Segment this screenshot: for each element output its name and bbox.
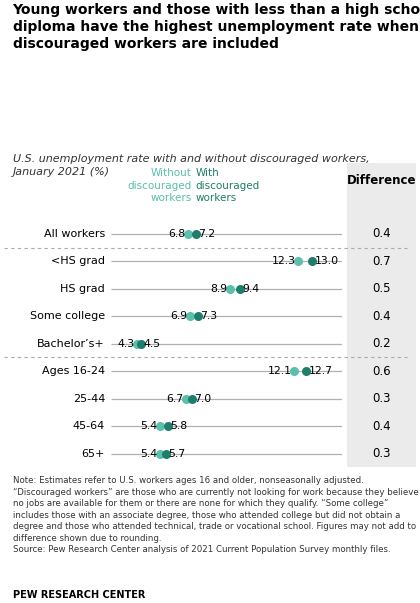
- Text: 5.4: 5.4: [140, 421, 157, 431]
- Text: PEW RESEARCH CENTER: PEW RESEARCH CENTER: [13, 590, 145, 600]
- Text: 12.1: 12.1: [268, 366, 291, 376]
- Text: 45-64: 45-64: [73, 421, 105, 431]
- Text: 4.5: 4.5: [144, 339, 161, 349]
- Text: Difference: Difference: [346, 174, 416, 188]
- Text: 25-44: 25-44: [73, 394, 105, 403]
- Text: U.S. unemployment rate with and without discouraged workers,
January 2021 (%): U.S. unemployment rate with and without …: [13, 154, 369, 177]
- Text: 0.5: 0.5: [372, 282, 391, 295]
- Text: 7.0: 7.0: [194, 394, 211, 403]
- Text: 9.4: 9.4: [242, 284, 260, 294]
- Text: 13.0: 13.0: [315, 256, 339, 267]
- Text: 0.3: 0.3: [372, 392, 391, 405]
- Text: 6.8: 6.8: [168, 229, 185, 239]
- Text: All workers: All workers: [44, 229, 105, 239]
- Text: 0.4: 0.4: [372, 310, 391, 323]
- Text: Without
discouraged
workers: Without discouraged workers: [127, 168, 192, 203]
- Text: Bachelor’s+: Bachelor’s+: [37, 339, 105, 349]
- Text: 5.4: 5.4: [140, 449, 157, 459]
- Text: 0.2: 0.2: [372, 337, 391, 350]
- Text: 7.2: 7.2: [198, 229, 215, 239]
- Text: 0.4: 0.4: [372, 420, 391, 432]
- Text: 4.3: 4.3: [118, 339, 135, 349]
- Text: 5.8: 5.8: [170, 421, 187, 431]
- Text: 0.7: 0.7: [372, 255, 391, 268]
- Text: 0.4: 0.4: [372, 227, 391, 241]
- Text: 8.9: 8.9: [210, 284, 227, 294]
- Text: 6.9: 6.9: [170, 311, 187, 321]
- Text: HS grad: HS grad: [60, 284, 105, 294]
- Text: 6.7: 6.7: [166, 394, 183, 403]
- Text: 7.3: 7.3: [200, 311, 217, 321]
- Text: Some college: Some college: [30, 311, 105, 321]
- Text: Ages 16-24: Ages 16-24: [42, 366, 105, 376]
- Text: 12.7: 12.7: [309, 366, 333, 376]
- Text: 12.3: 12.3: [272, 256, 296, 267]
- Text: 0.3: 0.3: [372, 447, 391, 460]
- Text: With
discouraged
workers: With discouraged workers: [196, 168, 260, 203]
- Text: 65+: 65+: [81, 449, 105, 459]
- Text: <HS grad: <HS grad: [51, 256, 105, 267]
- Text: 0.6: 0.6: [372, 365, 391, 377]
- Text: Young workers and those with less than a high school
diploma have the highest un: Young workers and those with less than a…: [13, 3, 420, 51]
- Text: Note: Estimates refer to U.S. workers ages 16 and older, nonseasonally adjusted.: Note: Estimates refer to U.S. workers ag…: [13, 476, 418, 554]
- Text: 5.7: 5.7: [168, 449, 185, 459]
